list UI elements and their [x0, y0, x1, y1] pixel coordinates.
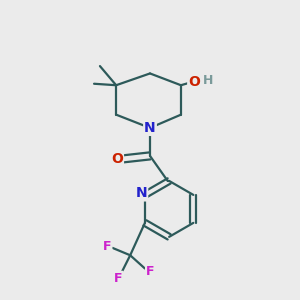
- Text: O: O: [111, 152, 123, 166]
- Text: F: F: [114, 272, 123, 285]
- Text: N: N: [144, 121, 156, 135]
- Text: F: F: [103, 240, 112, 253]
- Text: F: F: [146, 265, 154, 278]
- Text: H: H: [203, 74, 214, 87]
- Text: O: O: [188, 75, 200, 89]
- Text: N: N: [136, 186, 147, 200]
